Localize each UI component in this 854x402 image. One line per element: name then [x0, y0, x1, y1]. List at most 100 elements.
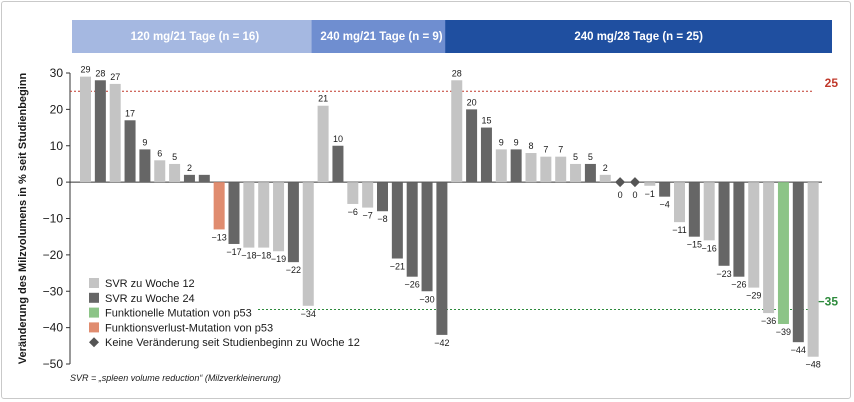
bar-value-label: 6: [157, 148, 162, 158]
legend-label: Funktionelle Mutation von p53: [105, 308, 252, 320]
bar: [154, 160, 166, 183]
bar-value-label: −30: [419, 294, 434, 304]
legend-swatch: [89, 322, 99, 333]
legend-swatch: [89, 292, 99, 303]
bar: [584, 163, 596, 183]
reference-line-label: 25: [825, 76, 839, 90]
bar: [674, 182, 685, 223]
bar: [451, 80, 463, 183]
bar: [555, 156, 567, 183]
bar: [198, 174, 210, 183]
bar: [94, 80, 106, 183]
bar-value-label: −11: [672, 225, 687, 235]
bar-value-label: 8: [528, 141, 533, 151]
bar-value-label: −1: [645, 189, 655, 199]
bar-value-label: −4: [660, 200, 670, 210]
bar: [792, 182, 804, 343]
legend-swatch: [89, 278, 99, 288]
bar: [347, 182, 359, 204]
bar: [362, 182, 374, 208]
legend: SVR zu Woche 12 SVR zu Woche 24 Funktionel…: [89, 278, 360, 349]
group-header-band: [72, 20, 318, 53]
bar-value-label: −13: [212, 232, 227, 242]
bar-value-label: 17: [125, 108, 135, 118]
group-header-label: 240 mg/21 Tage (n = 9): [320, 31, 442, 43]
bar-value-label: −18: [241, 251, 256, 261]
bar-value-label: −42: [434, 338, 449, 348]
bar: [377, 182, 388, 212]
bar-value-label: −6: [348, 207, 358, 217]
bar: [807, 182, 819, 357]
legend-label: Keine Veränderung seit Studienbeginn zu …: [105, 337, 360, 349]
bar: [763, 182, 775, 314]
bar-value-label: 2: [603, 163, 608, 173]
bar-value-label: 28: [452, 68, 462, 78]
y-tick-label: 20: [50, 102, 64, 116]
bar-value-label: 29: [80, 65, 90, 75]
bar-value-label: −18: [256, 251, 271, 261]
bar-value-label: 5: [573, 152, 578, 162]
bar: [169, 163, 181, 183]
y-tick-label: −40: [43, 321, 64, 335]
bar-value-label: 5: [588, 152, 593, 162]
bar-value-label: 2: [187, 163, 192, 173]
bar-value-label: −19: [271, 254, 286, 264]
group-header-label: 240 mg/28 Tage (n = 25): [574, 31, 703, 43]
bar-value-label: 9: [499, 137, 504, 147]
y-tick-label: −20: [43, 248, 64, 262]
bar-value-label: −44: [791, 345, 806, 355]
legend-diamond-icon: [89, 337, 99, 348]
bar: [213, 182, 225, 230]
bar: [644, 182, 656, 186]
bar: [287, 182, 299, 263]
bar-value-label: 0: [632, 190, 637, 200]
bar: [466, 109, 478, 183]
y-tick-label: −10: [43, 212, 64, 226]
bar-value-label: 15: [481, 116, 491, 126]
bar-value-label: −7: [363, 211, 373, 221]
bar-value-label: 7: [543, 145, 548, 155]
bar: [436, 182, 448, 335]
bar-value-label: −8: [377, 214, 387, 224]
bar: [406, 182, 418, 277]
bar-value-label: 0: [618, 190, 623, 200]
reference-line-label: −35: [818, 294, 839, 308]
bar: [228, 182, 240, 244]
bar: [258, 182, 270, 248]
group-header-band: [445, 20, 832, 53]
y-tick-label: 0: [56, 175, 63, 189]
bar: [733, 182, 745, 277]
y-tick-label: −50: [43, 357, 64, 371]
bar-value-label: −39: [776, 327, 791, 337]
bar: [273, 182, 285, 252]
bar-value-label: −29: [746, 291, 761, 301]
bar: [480, 127, 492, 183]
bar-value-label: 10: [333, 134, 343, 144]
legend-label: SVR zu Woche 12: [105, 278, 195, 290]
bar: [540, 156, 552, 183]
bar: [80, 76, 91, 183]
group-header-label: 120 mg/21 Tage (n = 16): [131, 31, 260, 43]
bar: [688, 182, 700, 237]
bar-value-label: −48: [806, 360, 821, 370]
bar: [302, 182, 314, 306]
bar: [703, 182, 715, 241]
bar-value-label: −36: [761, 316, 776, 326]
no-change-marker: [629, 177, 640, 188]
bar-value-label: −21: [390, 262, 405, 272]
bar: [777, 182, 789, 324]
bar-value-label: 7: [558, 145, 563, 155]
bar-value-label: −26: [405, 280, 420, 290]
bar: [243, 182, 255, 248]
bar: [570, 163, 582, 183]
bar: [599, 174, 611, 183]
legend-swatch: [89, 307, 99, 318]
bar: [183, 174, 195, 183]
legend-label: SVR zu Woche 24: [105, 293, 195, 305]
bar-value-label: 5: [172, 152, 177, 162]
bar-value-label: 21: [318, 94, 328, 104]
legend-label: Funktionsverlust-Mutation von p53: [105, 322, 273, 334]
bar-value-label: −23: [716, 269, 731, 279]
